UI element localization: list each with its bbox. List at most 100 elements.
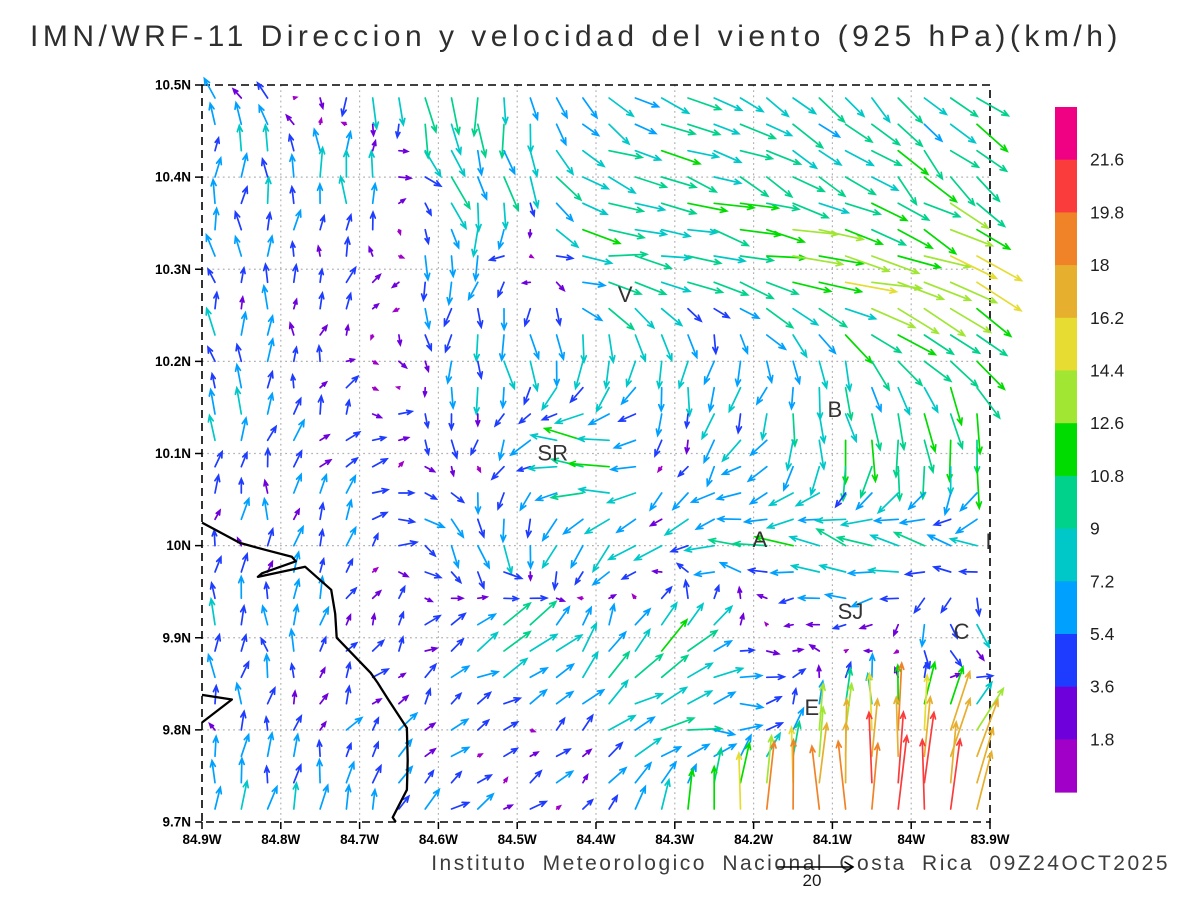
wind-arrow [292, 781, 300, 810]
wind-arrow [555, 149, 575, 176]
wind-arrow [892, 531, 926, 547]
wind-arrow [450, 202, 467, 231]
wind-arrow [769, 569, 794, 576]
wind-arrow [735, 750, 743, 810]
wind-arrow [499, 386, 507, 410]
wind-arrow [287, 132, 295, 152]
wind-arrow [424, 176, 443, 188]
wind-arrow [205, 306, 216, 336]
wind-arrow [424, 614, 442, 626]
wind-arrow [608, 334, 616, 365]
wind-arrow [371, 697, 383, 705]
wind-arrow [509, 439, 532, 457]
wind-arrow [923, 281, 973, 302]
wind-arrow [976, 686, 1005, 731]
wind-arrow [976, 623, 991, 650]
wind-arrow [371, 487, 390, 494]
wind-arrow [209, 580, 216, 600]
wind-arrow [923, 694, 934, 758]
wind-arrow [949, 97, 980, 118]
wind-arrow [292, 763, 302, 784]
wind-arrow [319, 97, 325, 111]
wind-arrow [423, 255, 431, 282]
wind-arrow [265, 210, 273, 231]
wind-arrow [805, 621, 821, 628]
wind-arrow [949, 149, 981, 169]
wind-arrow [240, 732, 250, 758]
wind-arrow [897, 97, 924, 124]
wind-arrow [871, 149, 904, 167]
wind-arrow [529, 595, 549, 602]
wind-arrow [789, 563, 821, 573]
wind-arrow [450, 544, 460, 570]
wind-arrow [687, 97, 723, 111]
wind-arrow [344, 235, 351, 257]
wind-arrow [765, 518, 794, 529]
wind-arrow [608, 794, 619, 810]
wind-arrow [844, 255, 891, 273]
wind-arrow [371, 566, 380, 573]
wind-arrow [765, 731, 782, 758]
wind-arrow [949, 360, 980, 388]
wind-arrow [897, 360, 924, 387]
wind-arrow [765, 307, 795, 329]
wind-arrow [292, 713, 303, 731]
wind-arrow [582, 605, 593, 626]
wind-arrow [398, 694, 410, 705]
wind-arrow [897, 123, 924, 148]
wind-arrow [240, 416, 249, 442]
wind-arrow [240, 551, 249, 573]
wind-arrow [660, 281, 692, 293]
wind-arrow [476, 613, 498, 626]
wind-arrow [660, 654, 690, 679]
wind-arrow [240, 779, 250, 810]
wind-arrow [818, 681, 826, 731]
wind-arrow [499, 518, 507, 544]
wind-arrow [739, 123, 778, 140]
wind-arrow [450, 770, 463, 784]
wind-arrow [687, 123, 722, 136]
wind-arrow [844, 202, 883, 216]
colorbar: 21.6 19.8 18 16.2 14.4 12.6 10.8 9 7.2 5.4 3.6 1.8 [1055, 107, 1124, 793]
wind-arrow [792, 719, 802, 758]
wind-arrow [240, 185, 249, 205]
wind-arrow [949, 176, 976, 207]
wind-arrow [595, 386, 610, 414]
wind-arrow [569, 386, 584, 404]
wind-arrow [749, 439, 768, 457]
wind-arrow [371, 589, 383, 600]
x-tick-label: 84.4W [576, 832, 615, 847]
wind-arrow [689, 492, 716, 504]
wind-arrow [654, 439, 663, 458]
wind-arrow [608, 741, 624, 758]
wind-arrow [656, 360, 663, 390]
wind-arrow [947, 465, 955, 497]
wind-arrow [398, 635, 405, 652]
wind-arrow [660, 176, 698, 189]
wind-arrow [582, 773, 589, 784]
wind-arrow [582, 307, 604, 322]
wind-arrow [475, 202, 482, 233]
wind-arrow [582, 688, 606, 705]
wind-arrow [660, 97, 691, 115]
wind-arrow [264, 446, 272, 468]
wind-arrow [859, 465, 873, 499]
wind-arrow [555, 770, 575, 784]
wind-arrow [785, 439, 794, 472]
wind-arrow [206, 652, 216, 679]
wind-arrow [234, 100, 243, 126]
wind-arrow [582, 621, 598, 652]
wind-arrow [345, 557, 354, 573]
wind-arrow [234, 362, 243, 389]
wind-arrow [503, 360, 516, 391]
wind-arrow [345, 613, 352, 626]
wind-arrow [448, 413, 455, 432]
wind-arrow [288, 627, 296, 652]
wind-arrow [470, 439, 479, 457]
wind-arrow [236, 536, 243, 547]
wind-arrow [240, 151, 249, 178]
wind-arrow [765, 149, 803, 166]
wind-arrow [292, 449, 303, 468]
wind-arrow [897, 709, 907, 784]
wind-arrow [816, 663, 822, 679]
